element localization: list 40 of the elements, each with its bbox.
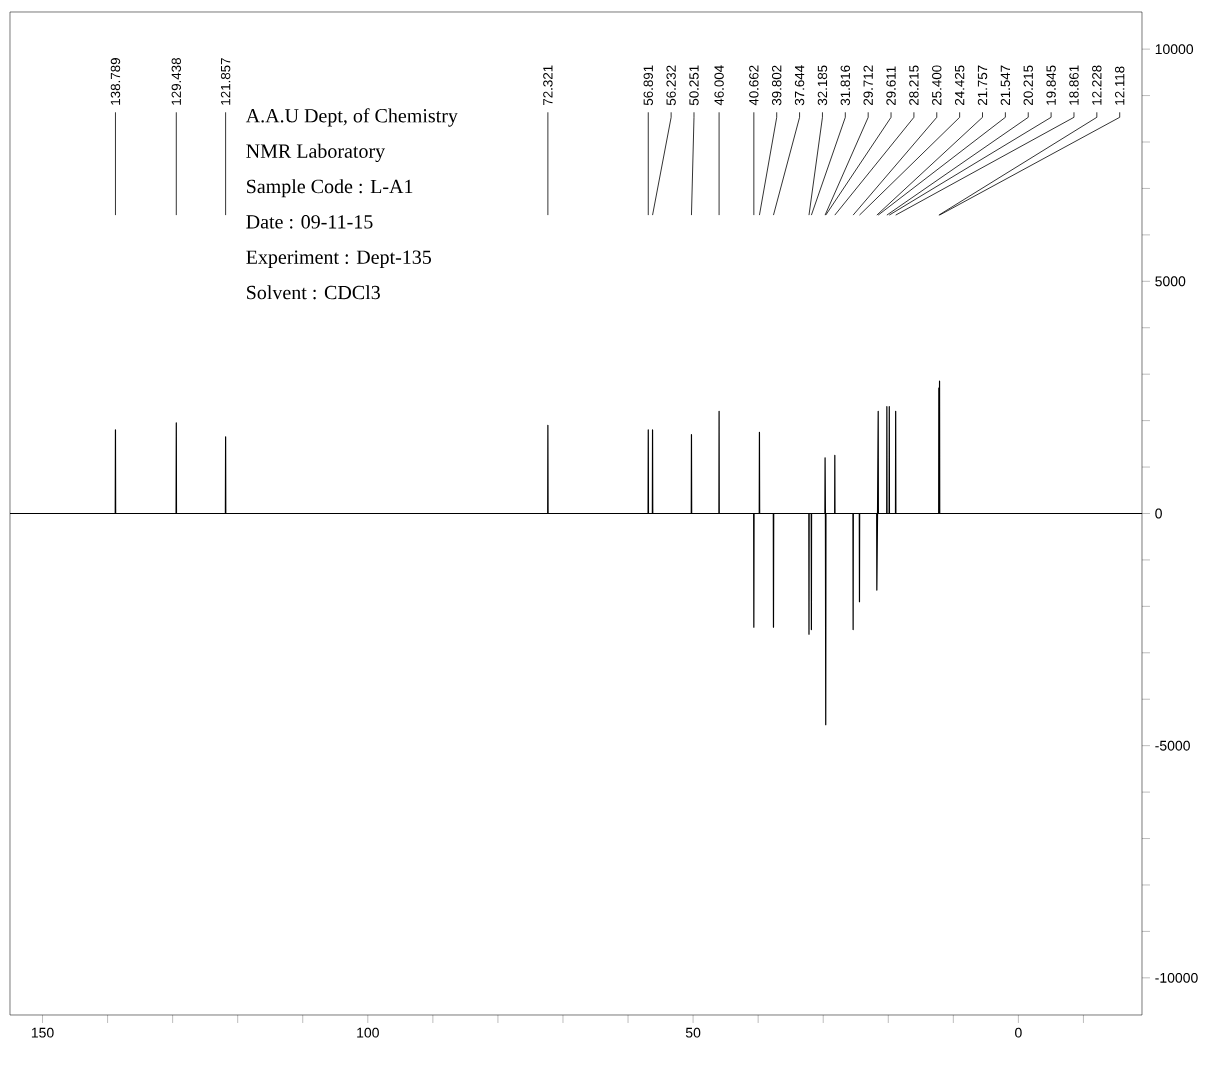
annotation: 39.802: [772, 65, 782, 106]
annotation: Solvent : CDCl3: [247, 285, 380, 300]
y-tick-label: 0: [1155, 508, 1162, 519]
annotation: NMR Laboratory: [246, 143, 386, 162]
annotation: 129.438: [171, 58, 182, 105]
annotation: 138.789: [110, 58, 121, 105]
annotation: 29.712: [863, 65, 873, 106]
annotation: 29.611: [886, 66, 896, 106]
annotation: 121.857: [220, 58, 231, 105]
y-tick-label: 5000: [1155, 276, 1186, 287]
annotation: 21.547: [1000, 65, 1011, 106]
x-tick-label: 50: [685, 1027, 701, 1038]
annotation: 46.004: [714, 65, 724, 106]
annotation: 25.400: [932, 65, 942, 106]
annotation: Experiment : Dept-135: [246, 250, 432, 269]
x-tick-label: 150: [31, 1027, 54, 1038]
annotation: 12.228: [1092, 65, 1102, 105]
y-tick-label: -5000: [1155, 740, 1190, 751]
annotation: 20.215: [1023, 65, 1033, 106]
annotation: 56.232: [666, 65, 676, 106]
annotation: 28.215: [909, 65, 919, 106]
annotation: 19.845: [1046, 65, 1056, 105]
annotation: 18.861: [1069, 65, 1079, 105]
x-tick-label: 0: [1015, 1027, 1022, 1038]
annotation: 12.118: [1114, 66, 1125, 105]
annotation: Date : 09-11-15: [246, 215, 373, 229]
y-tick-label: 10000: [1155, 44, 1194, 55]
annotation: 72.321: [543, 65, 553, 105]
y-tick-label: -10000: [1155, 972, 1198, 983]
annotation: 32.185: [817, 65, 828, 106]
annotation: 31.816: [840, 65, 851, 106]
annotation: 56.891: [643, 65, 653, 106]
annotation: A.A.U Dept, of Chemistry: [245, 108, 458, 127]
annotation: 21.757: [977, 65, 988, 106]
annotation: 50.251: [689, 65, 699, 106]
x-tick-label: 100: [357, 1027, 379, 1038]
annotation: 40.662: [749, 65, 759, 106]
annotation: 37.644: [794, 65, 805, 106]
annotation: 24.425: [954, 65, 965, 106]
annotation: Sample Code : L-A1: [247, 179, 413, 198]
